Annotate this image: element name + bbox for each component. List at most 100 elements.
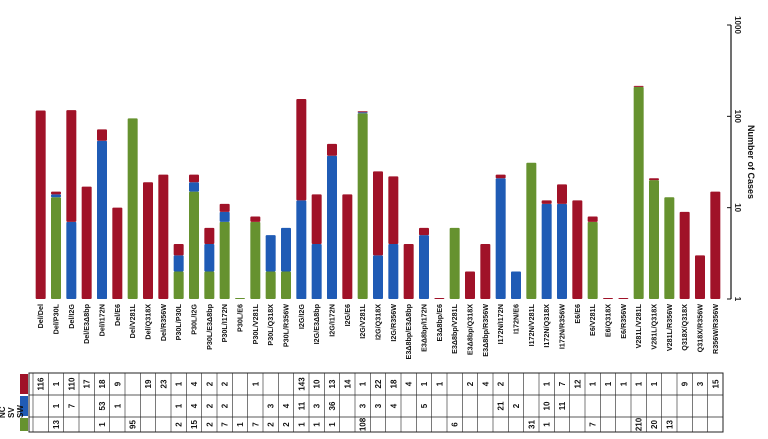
bar-segment-sw [603, 298, 613, 299]
table-cell-sv: 4 [282, 403, 291, 408]
bar-segment-nc [189, 191, 199, 299]
category-label: I172N/E6 [512, 304, 521, 334]
bar-segment-sv [173, 255, 184, 272]
category-label: I172N/I172N [496, 304, 505, 344]
category-label: E6/V281L [588, 303, 597, 336]
bar-segment-sw [173, 244, 184, 256]
bar-segment-sw [189, 174, 199, 183]
bar-segment-sw [66, 110, 77, 222]
category-label: I172N/Q318X [542, 304, 551, 348]
table-cell-nc: 1 [236, 422, 245, 427]
table-cell-sv: 5 [420, 403, 429, 408]
table-cell-sw: 143 [297, 377, 306, 391]
category-label: P30L/E6 [236, 304, 245, 332]
category-label: Del/Del [36, 304, 45, 328]
table-cell-nc: 2 [267, 422, 276, 427]
bar-segment-nc [664, 197, 675, 299]
bar-segment-sv [97, 140, 107, 299]
category-label: E3Δ8bp/E3Δ8bp [404, 303, 413, 359]
table-cell-sw: 10 [313, 379, 322, 388]
bar-segment-sv [511, 271, 521, 299]
category-label: P30L/E3Δ8bp [205, 303, 214, 350]
table-cell-sv: 1 [113, 403, 122, 408]
table-cell-sw: 4 [405, 381, 414, 386]
bar-segment-nc [649, 180, 659, 299]
category-label: Del/P30L [52, 303, 61, 334]
table-cell-nc: 1 [98, 422, 107, 427]
category-label: P30L/P30L [174, 303, 183, 340]
y-tick-label: 10 [733, 203, 742, 212]
category-label: E6/Q318X [604, 304, 613, 337]
category-label: E3Δ8bp/V281L [450, 303, 459, 354]
bar-segment-sw [495, 174, 506, 179]
bar-segment-sw [296, 98, 307, 201]
y-axis: 1 10 100 1000 Number of Cases [727, 16, 756, 302]
table-cell-sv: 10 [543, 401, 552, 410]
table-cell-sw: 1 [619, 381, 628, 386]
table-cell-sw: 116 [37, 377, 46, 390]
bar-segment-sw [679, 211, 690, 299]
table-cell-nc: 15 [190, 420, 199, 429]
table-cell-sv: 3 [359, 403, 368, 408]
table-cell-sv: 2 [512, 403, 521, 408]
bar-segment-sv [495, 178, 506, 299]
table-cell-nc: 2 [282, 422, 291, 427]
category-label: I2G/I2G [297, 304, 306, 330]
table-cell-nc: 7 [589, 422, 598, 427]
category-label: Del/V281L [128, 303, 137, 338]
category-label: Del/I172N [98, 304, 107, 336]
bar-segment-sv [373, 255, 383, 299]
bar-segment-sw [572, 200, 583, 299]
table-cell-sv: 21 [497, 401, 506, 410]
table-cells: 116 1 110 17 18 9 19 23 1 4 2 2 1 143 10 13 14 1 22 18 4 1 1 2 4… [37, 377, 721, 431]
table-cell-sw: 1 [359, 381, 368, 386]
table-cell-sv: 1 [175, 403, 184, 408]
bar-segment-sv [388, 244, 399, 299]
table-cell-nc: 13 [665, 420, 674, 429]
table-cell-sw: 1 [420, 381, 429, 386]
table-cell-nc: 13 [52, 420, 61, 429]
category-label: Q318X/R356W [696, 304, 705, 353]
category-label: Del/E6 [113, 304, 122, 326]
table-cell-sw: 19 [144, 379, 153, 388]
table-cell-nc: 1 [543, 422, 552, 427]
table-cell-sw: 9 [681, 381, 690, 386]
table-cell-sw: 18 [389, 379, 398, 388]
table-cell-sw: 2 [221, 381, 230, 386]
category-label: I2G/E3Δ8bp [312, 303, 321, 344]
category-label: V281L/V281L [634, 303, 643, 348]
table-cell-sw: 1 [52, 381, 61, 386]
table-cell-sw: 4 [190, 381, 199, 386]
category-label: Del/E3Δ8bp [82, 303, 91, 344]
table-cell-sw: 1 [635, 381, 644, 386]
bar-segment-sw [143, 182, 153, 299]
category-label: I2G/Q318X [374, 304, 383, 340]
table-cell-nc: 7 [221, 422, 230, 427]
bar-segment-sv [281, 227, 291, 272]
table-cell-sw: 23 [159, 379, 168, 388]
bar-segment-sw [327, 143, 337, 156]
table-cell-sw: 4 [481, 381, 490, 386]
table-cell-sv: 7 [67, 403, 76, 408]
table-cell-sw: 1 [589, 381, 598, 386]
table-cell-sw: 110 [67, 377, 76, 390]
table-cell-sw: 1 [650, 381, 659, 386]
category-label: E3Δ8bp/Q318X [466, 304, 475, 355]
category-label: I2G/V281L [358, 303, 367, 338]
bar-segment-sv [419, 235, 429, 299]
bar-segment-sw [541, 200, 552, 204]
category-label: P30L/I172N [220, 304, 229, 342]
bar-segment-sv [296, 200, 307, 299]
table-cell-sw: 14 [343, 379, 352, 388]
bar-segment-sv [557, 203, 567, 299]
bar-segment-sw [158, 174, 169, 299]
category-label: Q318X/Q318X [680, 304, 689, 351]
bar-segment-nc [357, 113, 368, 299]
table-cell-nc: 31 [527, 420, 536, 429]
table-cell-nc: 20 [650, 420, 659, 429]
table-cell-sw: 1 [604, 381, 613, 386]
table-cell-sw: 2 [205, 381, 214, 386]
category-label: I172N/V281L [527, 303, 536, 346]
bar-segment-sw [633, 85, 644, 87]
